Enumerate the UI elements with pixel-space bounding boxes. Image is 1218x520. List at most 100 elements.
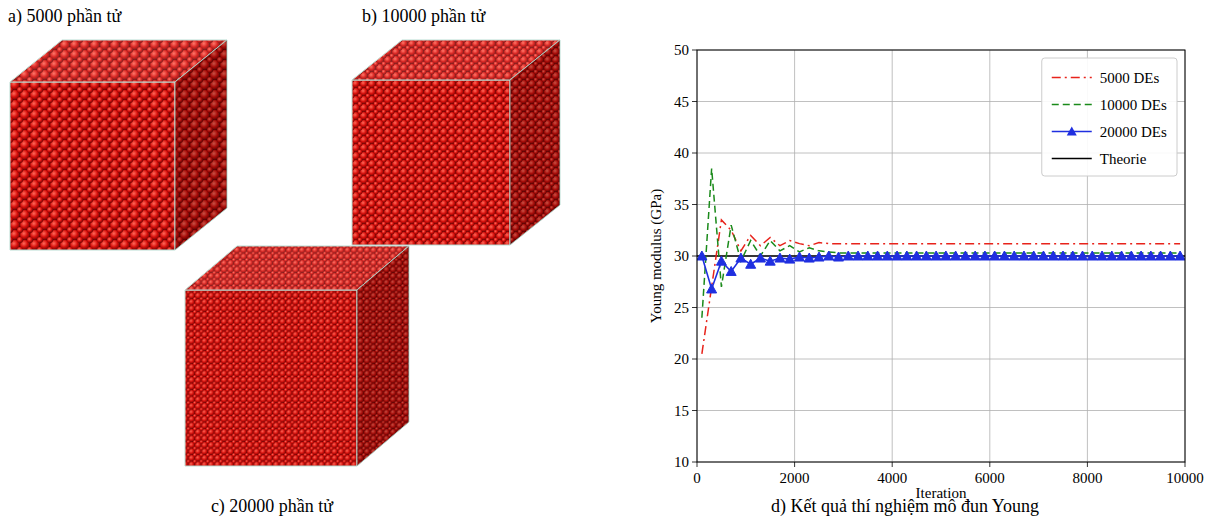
x-tick — [892, 462, 893, 467]
x-tick — [697, 462, 698, 467]
series-marker — [1029, 251, 1039, 260]
series-marker — [931, 251, 941, 260]
x-tick-label: 8000 — [1072, 470, 1102, 486]
panel-caption: d) Kết quả thí nghiệm mô đun Young — [771, 496, 1039, 517]
legend: 5000 DEs 10000 DEs 20000 DEs Theorie — [1042, 58, 1177, 176]
series-marker — [902, 251, 912, 260]
x-tick — [794, 462, 795, 467]
y-tick — [692, 101, 697, 102]
series-marker — [843, 251, 853, 260]
series-marker — [834, 252, 844, 261]
legend-marker — [1067, 127, 1077, 136]
y-tick-label: 15 — [674, 403, 689, 419]
y-tick-label: 35 — [674, 197, 689, 213]
y-tick — [692, 359, 697, 360]
series-marker — [1117, 251, 1127, 260]
y-tick-label: 50 — [674, 42, 689, 58]
y-tick-label: 45 — [674, 94, 689, 110]
y-tick — [692, 153, 697, 154]
series-marker — [697, 251, 707, 260]
cube-right — [175, 40, 227, 250]
series-marker — [1165, 251, 1175, 260]
panel-caption: a) 5000 phần tử — [8, 6, 122, 27]
series-marker — [882, 251, 892, 260]
series-line — [702, 256, 1180, 289]
series-marker — [1087, 251, 1097, 260]
legend-label: 20000 DEs — [1100, 124, 1167, 140]
series-marker — [1058, 251, 1068, 260]
x-tick-label: 6000 — [975, 470, 1005, 486]
series-marker — [853, 251, 863, 260]
legend-swatch — [1052, 158, 1092, 160]
series-marker — [1097, 251, 1107, 260]
y-tick — [692, 462, 697, 463]
series-marker — [990, 251, 1000, 260]
series-marker — [775, 253, 785, 262]
y-tick-label: 40 — [674, 145, 689, 161]
panel-caption: c) 20000 phần tử — [211, 496, 334, 517]
particle-cube — [10, 40, 227, 250]
series-marker — [941, 251, 951, 260]
series-marker — [1107, 251, 1117, 260]
plot-frame — [697, 50, 1185, 462]
series-marker — [755, 253, 765, 262]
series-marker — [1019, 251, 1029, 260]
series-marker — [765, 256, 775, 265]
series-marker — [785, 254, 795, 263]
cube-front — [185, 290, 357, 466]
chart: 0200040006000800010000101520253035404550… — [648, 42, 1204, 501]
series-marker — [1048, 251, 1058, 260]
panel-caption: b) 10000 phần tử — [362, 6, 486, 27]
series-marker — [1146, 251, 1156, 260]
y-tick-label: 30 — [674, 248, 689, 264]
series-marker — [707, 284, 717, 293]
y-tick — [692, 307, 697, 308]
series-marker — [980, 251, 990, 260]
particle-cube — [185, 246, 409, 466]
grid-line — [697, 359, 1185, 360]
series-marker — [873, 251, 883, 260]
series-line — [702, 168, 1180, 317]
x-tick — [1185, 462, 1186, 467]
series-marker — [970, 251, 980, 260]
legend-swatch — [1052, 104, 1092, 106]
y-axis-title: Young modulus (GPa) — [648, 189, 665, 323]
x-tick-label: 2000 — [780, 470, 810, 486]
series-marker — [1175, 251, 1185, 260]
y-tick — [692, 204, 697, 205]
x-tick-label: 0 — [693, 470, 701, 486]
series-marker — [824, 251, 834, 260]
y-tick-label: 25 — [674, 300, 689, 316]
series-marker — [1136, 251, 1146, 260]
legend-swatch — [1052, 77, 1092, 79]
cube-right — [357, 246, 409, 466]
grid-line — [697, 307, 1185, 308]
series-marker — [794, 252, 804, 261]
grid-line — [697, 410, 1185, 411]
plot-area — [697, 168, 1185, 353]
particle-cube — [352, 40, 560, 245]
series-marker — [960, 251, 970, 260]
series-marker — [863, 251, 873, 260]
cube-right — [510, 40, 560, 245]
series-marker — [1078, 251, 1088, 260]
x-tick — [1087, 462, 1088, 467]
series-marker — [921, 251, 931, 260]
series-marker — [951, 251, 961, 260]
legend-label: 5000 DEs — [1100, 70, 1160, 86]
series-marker — [726, 266, 736, 275]
cube-right-shade — [175, 40, 227, 250]
legend-label: Theorie — [1100, 151, 1147, 167]
series-marker — [912, 251, 922, 260]
legend-label: 10000 DEs — [1100, 97, 1167, 113]
series-marker — [1068, 251, 1078, 260]
grid-line — [697, 204, 1185, 205]
series-marker — [1156, 251, 1166, 260]
x-tick-label: 4000 — [877, 470, 907, 486]
y-tick — [692, 410, 697, 411]
cube-right-shade — [510, 40, 560, 245]
series-marker — [814, 252, 824, 261]
x-tick — [989, 462, 990, 467]
series-marker — [804, 253, 814, 262]
y-tick-label: 20 — [674, 351, 689, 367]
